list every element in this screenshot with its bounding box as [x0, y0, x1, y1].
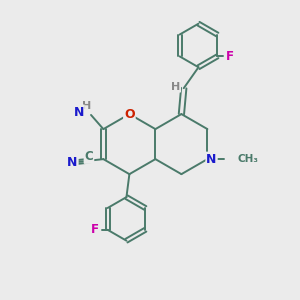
- Text: N: N: [67, 156, 78, 169]
- Text: H: H: [171, 82, 180, 92]
- Text: C: C: [85, 150, 93, 163]
- Text: F: F: [91, 223, 99, 236]
- Text: H: H: [82, 100, 91, 110]
- Text: F: F: [226, 50, 234, 63]
- Text: N: N: [206, 153, 217, 166]
- Text: CH₃: CH₃: [238, 154, 259, 164]
- Text: O: O: [124, 108, 135, 121]
- Text: N: N: [74, 106, 84, 118]
